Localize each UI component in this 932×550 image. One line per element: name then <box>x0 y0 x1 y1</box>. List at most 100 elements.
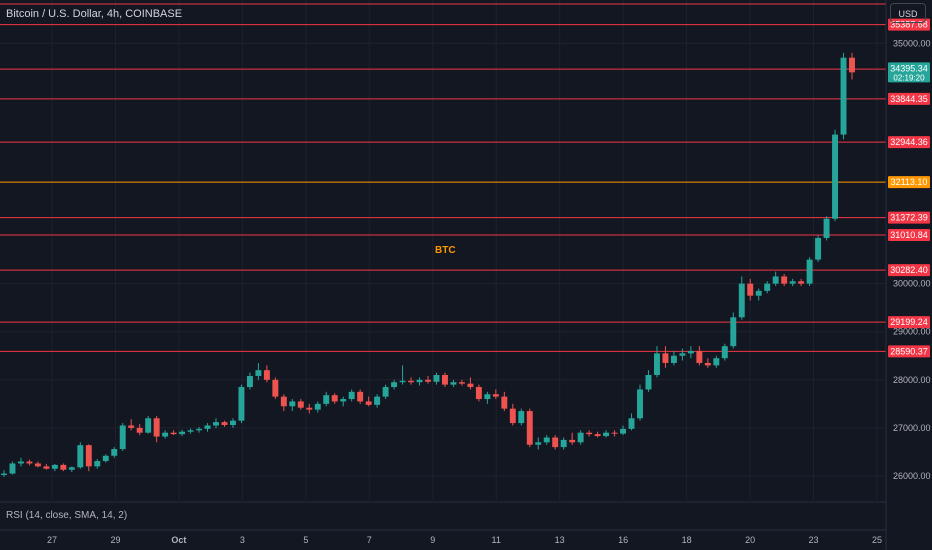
candle-body <box>26 461 33 464</box>
candle-body <box>501 396 508 409</box>
x-tick-label: 29 <box>110 535 120 545</box>
candle-body <box>51 464 58 469</box>
x-tick-label: 5 <box>303 535 308 545</box>
x-tick-label: 18 <box>682 535 692 545</box>
candle-body <box>246 375 253 388</box>
level-price-tag <box>888 18 930 31</box>
candle-body <box>849 57 855 73</box>
level-price-tag <box>888 264 930 277</box>
candle-body <box>492 394 499 397</box>
level-price-tag <box>888 345 930 358</box>
candle-body <box>755 290 762 296</box>
x-tick-label: 9 <box>430 535 435 545</box>
candle-body <box>382 387 389 397</box>
rsi-indicator-label[interactable]: RSI (14, close, SMA, 14, 2) <box>6 510 128 521</box>
candle-body <box>187 430 194 432</box>
candle-body <box>441 375 448 385</box>
candle-body <box>509 408 516 424</box>
candle-body <box>772 276 779 284</box>
candle-body <box>17 461 24 464</box>
candle-body <box>399 380 406 383</box>
level-price-label: 32113.10 <box>891 177 928 187</box>
candle-body <box>289 401 296 407</box>
candle-body <box>526 411 533 445</box>
candle-body <box>433 375 440 382</box>
candle-body <box>102 455 109 462</box>
candle-body <box>450 382 457 385</box>
candle-body <box>781 276 788 284</box>
level-price-label: 29199.24 <box>890 317 928 327</box>
candle-body <box>374 396 381 405</box>
candle-body <box>348 391 355 400</box>
candle-body <box>670 355 677 363</box>
level-price-tag <box>888 316 930 329</box>
time-axis[interactable]: 27 29 Oct 3 5 7 9 11 13 16 18 20 23 25 <box>47 535 882 545</box>
horizontal-levels <box>0 3 886 352</box>
price-axis[interactable]: 26000.00 27000.00 28000.00 29000.00 30000.00… <box>888 18 931 481</box>
y-tick-label: 35000.00 <box>893 38 931 48</box>
level-price-tag <box>888 211 930 224</box>
candle-body <box>85 445 92 467</box>
candle-body <box>297 401 304 408</box>
candle-body <box>704 362 711 366</box>
candle-body <box>713 358 720 366</box>
candle-body <box>560 439 567 448</box>
candle-body <box>179 431 186 435</box>
candle-body <box>94 461 101 467</box>
candle-body <box>569 439 576 443</box>
candle-body <box>577 432 584 443</box>
candle-body <box>408 380 415 383</box>
x-tick-label: 25 <box>872 535 882 545</box>
candle-body <box>535 442 542 445</box>
candle-body <box>518 411 525 424</box>
candle-body <box>696 350 703 363</box>
candle-body <box>119 425 126 450</box>
level-price-tag <box>888 136 930 149</box>
candle-body <box>1 473 7 475</box>
candle-body <box>145 418 152 433</box>
candle-body <box>280 396 287 407</box>
candle-body <box>458 382 465 384</box>
candle-body <box>43 466 50 469</box>
candle-body <box>815 237 822 260</box>
currency-button[interactable]: USD <box>890 3 926 23</box>
candle-body <box>475 387 482 400</box>
grid-lines <box>0 0 886 500</box>
candle-body <box>798 281 805 284</box>
x-tick-label: Oct <box>171 535 186 545</box>
candle-body <box>272 379 279 397</box>
level-price-label: 30282.40 <box>890 265 928 275</box>
candle-body <box>747 283 754 296</box>
candle-body <box>806 259 813 284</box>
candle-body <box>637 389 643 419</box>
level-price-label: 28590.37 <box>890 346 928 356</box>
candle-body <box>340 399 347 402</box>
level-price-label: 32944.36 <box>890 137 928 147</box>
candle-body <box>128 425 135 428</box>
level-price-tag <box>888 92 930 105</box>
y-tick-label: 30000.00 <box>893 279 931 289</box>
y-tick-label: 26000.00 <box>893 471 931 481</box>
candle-body <box>221 422 228 425</box>
x-tick-label: 23 <box>809 535 819 545</box>
candle-body <box>611 432 618 434</box>
candle-body <box>425 379 431 382</box>
candle-body <box>314 403 321 410</box>
candle-body <box>620 428 627 434</box>
candlestick-series <box>1 52 855 477</box>
candle-body <box>204 425 211 429</box>
candle-body <box>840 57 847 135</box>
candle-body <box>679 353 686 356</box>
candle-body <box>331 395 338 402</box>
candle-body <box>628 418 635 429</box>
btc-annotation: BTC <box>435 245 456 256</box>
candle-body <box>306 407 313 410</box>
candle-countdown: 02:19:20 <box>893 73 925 82</box>
candle-body <box>391 382 398 388</box>
candle-body <box>255 370 262 376</box>
candle-body <box>832 134 839 219</box>
x-tick-label: 16 <box>618 535 628 545</box>
candle-body <box>416 379 423 383</box>
candle-body <box>764 283 771 291</box>
